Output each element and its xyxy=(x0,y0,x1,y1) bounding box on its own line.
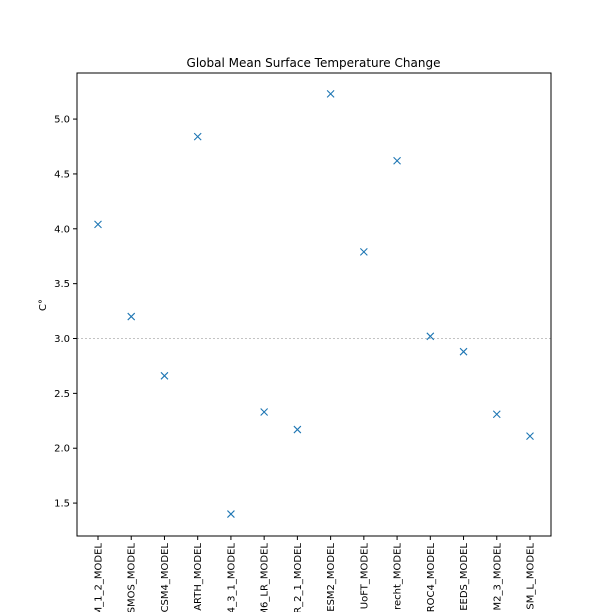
x-tick-label: UoFT_MODEL xyxy=(359,543,370,610)
x-tick-label: ARTH_MODEL xyxy=(193,543,204,611)
x-tick-label: CSM4_MODEL xyxy=(160,543,171,612)
x-tick-label: recht_MODEL xyxy=(393,543,404,610)
y-tick-label: 2.5 xyxy=(54,389,70,400)
y-tick-label: 2.0 xyxy=(54,444,70,455)
x-tick-label: 4_3_1_MODEL xyxy=(226,543,237,612)
data-point xyxy=(393,156,401,165)
data-point xyxy=(426,332,435,341)
x-tick-label: R_2_1_MODEL xyxy=(293,543,304,612)
x-tick-label: ROC4_MODEL xyxy=(426,543,437,612)
x-axis-ticks: M_1_2_MODEL SMOS_MODEL CSM4_MODEL ARTH_MODE… xyxy=(94,536,537,612)
y-tick-label: 3.0 xyxy=(54,334,70,345)
x-tick-label: M_1_2_MODEL xyxy=(94,543,105,612)
data-point xyxy=(359,247,368,256)
x-tick-label: EEDS_MODEL xyxy=(459,543,470,611)
x-tick-label: M2_3_MODEL xyxy=(492,543,503,611)
data-point xyxy=(459,347,468,356)
y-tick-label: 4.0 xyxy=(54,224,70,235)
data-point xyxy=(326,89,335,98)
x-tick-label: SMOS_MODEL xyxy=(127,543,138,612)
data-point xyxy=(293,425,302,434)
y-tick-label: 4.5 xyxy=(54,169,70,180)
plot-frame xyxy=(76,72,552,537)
x-tick-label: M6_LR_MODEL xyxy=(260,543,271,612)
data-point xyxy=(94,220,102,229)
chart-title: Global Mean Surface Temperature Change xyxy=(187,56,441,70)
y-tick-label: 5.0 xyxy=(54,115,70,126)
y-tick-label: 1.5 xyxy=(54,499,70,510)
data-point xyxy=(260,408,269,416)
y-axis-label: C° xyxy=(38,299,49,311)
data-point xyxy=(193,132,202,141)
data-point xyxy=(160,371,169,380)
data-point xyxy=(227,510,235,518)
data-point xyxy=(127,312,136,321)
data-point xyxy=(526,432,534,441)
y-axis-ticks: 1.5 2.0 2.5 3.0 3.5 4.0 4.5 5.0 xyxy=(54,115,77,510)
data-point xyxy=(492,410,501,419)
x-tick-label: SM_L_MODEL xyxy=(526,543,537,610)
x-tick-label: ESM2_MODEL xyxy=(326,543,337,612)
y-tick-label: 3.5 xyxy=(54,279,70,290)
scatter-points xyxy=(94,89,534,518)
